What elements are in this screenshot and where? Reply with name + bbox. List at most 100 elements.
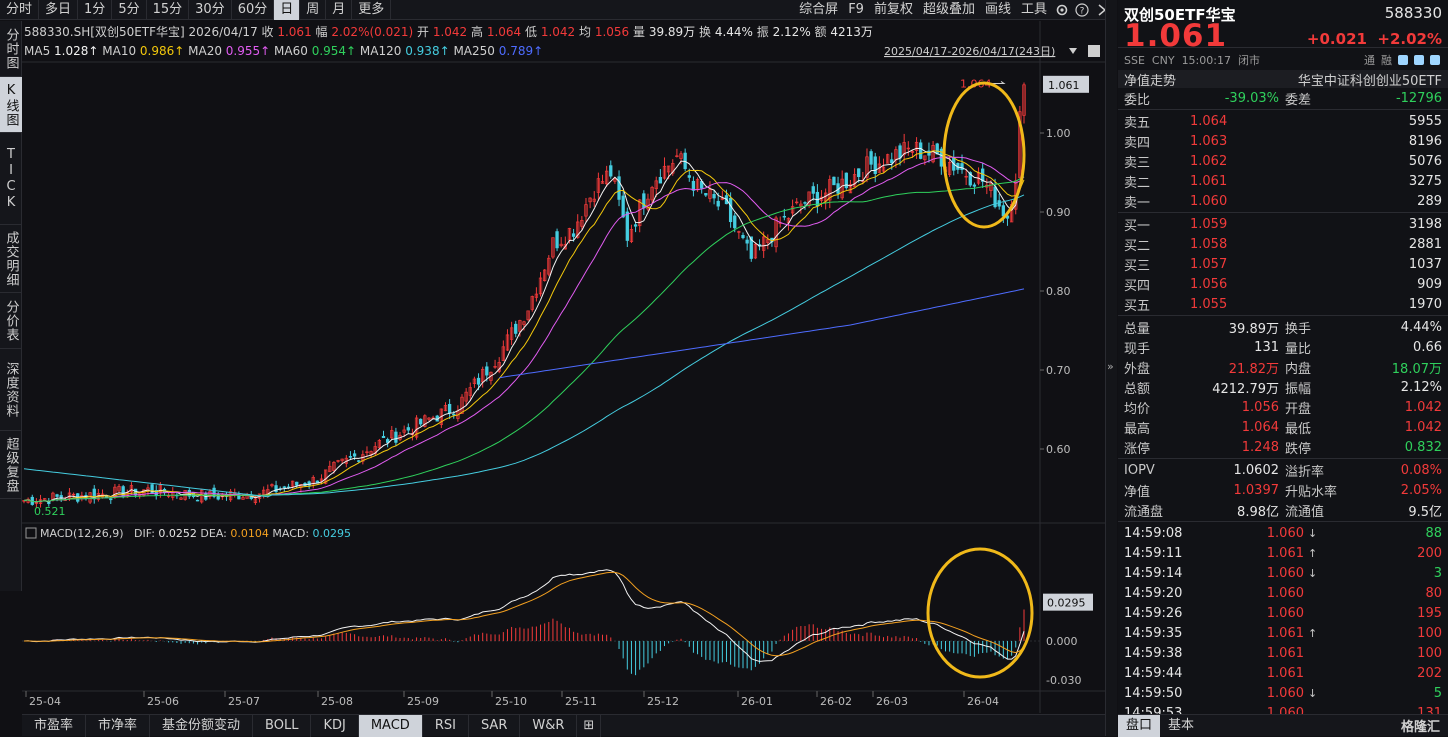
candle-body xyxy=(402,429,406,433)
indicator-tab-1[interactable]: 市净率 xyxy=(86,715,151,737)
wp-icon[interactable] xyxy=(1088,45,1100,57)
range-dropdown-icon[interactable] xyxy=(1069,48,1077,54)
period-tab-7[interactable]: 日 xyxy=(274,0,301,20)
candle-body xyxy=(704,193,708,196)
candle-body xyxy=(852,174,857,188)
plus-icon[interactable] xyxy=(1430,55,1440,65)
toolbar-action-3[interactable]: 超级叠加 xyxy=(922,1,975,17)
indicator-tab-2[interactable]: 基金份额变动 xyxy=(150,715,254,737)
toolbar-action-4[interactable]: 画线 xyxy=(984,1,1011,17)
indicator-tab-4[interactable]: KDJ xyxy=(311,715,359,737)
nav-tab-2[interactable]: TICK xyxy=(0,133,22,225)
xaxis-tick-1: 25-06 xyxy=(147,695,179,708)
bids-row[interactable]: 买三 1.057 1037 xyxy=(1124,256,1442,274)
nav-tab-3[interactable]: 成交明细 xyxy=(0,225,22,293)
date-range-label[interactable]: 2025/04/17-2026/04/17(243日) xyxy=(884,45,1055,58)
period-tab-8[interactable]: 周 xyxy=(300,0,327,20)
candle-body xyxy=(547,257,551,275)
indicator-tab-3[interactable]: BOLL xyxy=(253,715,312,737)
collapse-arrow-icon[interactable]: » xyxy=(1107,360,1114,373)
nav-trend-label[interactable]: 净值走势 xyxy=(1124,73,1177,89)
stats-row: 外盘 21.82万 内盘 18.07万 xyxy=(1124,361,1442,377)
indicator-tab-8[interactable]: W&R xyxy=(520,715,578,737)
nav-tab-4[interactable]: 分价表 xyxy=(0,293,22,349)
period-tab-3[interactable]: 5分 xyxy=(112,0,147,20)
xaxis-tick-10: 26-03 xyxy=(876,695,908,708)
nav-tab-5[interactable]: 深度资料 xyxy=(0,349,22,431)
candle-body xyxy=(766,239,770,243)
candle-body xyxy=(518,320,522,332)
ma-line-3 xyxy=(23,176,1025,503)
candle-body xyxy=(716,200,720,207)
candle-body xyxy=(733,215,737,229)
candle-body xyxy=(526,310,530,321)
macd-settings-icon[interactable] xyxy=(25,527,37,539)
kline-chart-area[interactable]: 588330.SH[双创50ETF华宝] 2026/04/17 收 1.061 … xyxy=(22,21,1112,713)
candle-body xyxy=(390,430,394,439)
bids-row[interactable]: 买二 1.058 2881 xyxy=(1124,236,1442,254)
price-tick-1: 0.90 xyxy=(1046,206,1071,219)
bids-row[interactable]: 买四 1.056 909 xyxy=(1124,276,1442,294)
lock-icon[interactable] xyxy=(1414,55,1424,65)
toolbar-action-2[interactable]: 前复权 xyxy=(873,1,913,17)
gear-icon[interactable] xyxy=(1052,0,1072,20)
add-indicator-icon[interactable]: ⊞ xyxy=(577,715,602,737)
period-tab-10[interactable]: 更多 xyxy=(352,0,392,20)
nav-tab-6[interactable]: 超级复盘 xyxy=(0,431,22,499)
asks-row[interactable]: 卖三 1.062 5076 xyxy=(1124,153,1442,171)
tick-row: 14:59:14 1.060 ↓ 3 xyxy=(1124,565,1442,581)
period-tab-9[interactable]: 月 xyxy=(326,0,353,20)
ma-line-1 xyxy=(23,150,1025,503)
candle-body xyxy=(617,176,621,200)
tick-row: 14:59:44 1.061 202 xyxy=(1124,665,1442,681)
bids-row[interactable]: 买一 1.059 3198 xyxy=(1124,216,1442,234)
panel-tab-1[interactable]: 基本 xyxy=(1168,717,1195,733)
asks-row[interactable]: 卖五 1.064 5955 xyxy=(1124,113,1442,131)
candle-body xyxy=(662,165,667,179)
period-tab-5[interactable]: 30分 xyxy=(189,0,232,20)
indicator-tab-7[interactable]: SAR xyxy=(469,715,521,737)
candle-body xyxy=(968,172,972,186)
ma-value-4: 0.938↑ xyxy=(405,44,449,58)
down-arrow-icon: ↓ xyxy=(1308,566,1318,580)
kline-chart[interactable]: 588330.SH[双创50ETF华宝] 2026/04/17 收 1.061 … xyxy=(22,21,1112,713)
asks-row[interactable]: 卖二 1.061 3275 xyxy=(1124,173,1442,191)
ma-name-1: MA10 xyxy=(98,44,139,58)
indicator-tab-5[interactable]: MACD xyxy=(358,715,423,737)
period-tab-0[interactable]: 分时 xyxy=(0,0,40,20)
candle-body xyxy=(282,486,286,488)
nav-tab-0[interactable]: 分时图 xyxy=(0,21,22,77)
bids-row[interactable]: 买五 1.055 1970 xyxy=(1124,296,1442,314)
toolbar-action-5[interactable]: 工具 xyxy=(1020,1,1047,17)
quote-low_label: 低 xyxy=(521,25,537,39)
indicator-tab-0[interactable]: 市盈率 xyxy=(22,715,87,737)
candle-body xyxy=(666,165,671,173)
panel-tab-0[interactable]: 盘口 xyxy=(1118,714,1161,737)
toolbar-action-1[interactable]: F9 xyxy=(848,1,864,17)
asks-row[interactable]: 卖一 1.060 289 xyxy=(1124,193,1442,211)
price-tick-0: 1.00 xyxy=(1046,127,1071,140)
period-tab-2[interactable]: 1分 xyxy=(78,0,113,20)
period-tab-6[interactable]: 60分 xyxy=(232,0,275,20)
candle-body xyxy=(522,321,526,325)
nav-tab-1[interactable]: K线图 xyxy=(0,77,22,133)
candle-body xyxy=(774,217,778,248)
period-tab-4[interactable]: 15分 xyxy=(147,0,190,20)
indicator-tab-6[interactable]: RSI xyxy=(423,715,469,737)
period-tab-1[interactable]: 多日 xyxy=(39,0,79,20)
candle-body xyxy=(708,189,712,199)
help-icon[interactable]: ? xyxy=(1072,0,1092,20)
asks-row[interactable]: 卖四 1.063 8196 xyxy=(1124,133,1442,151)
quote-vol: 39.89万 xyxy=(645,25,695,39)
candle-body xyxy=(493,366,497,368)
candle-body xyxy=(947,161,952,175)
candle-body xyxy=(629,229,634,242)
nav-trend-row[interactable]: 净值走势 华宝中证科创创业50ETF xyxy=(1118,70,1448,89)
bell-icon[interactable] xyxy=(1398,55,1408,65)
ma-value-5: 0.789↑ xyxy=(499,44,543,58)
panel-splitter[interactable]: » xyxy=(1105,0,1117,736)
candle-body xyxy=(621,195,625,218)
ma-value-0: 1.028↑ xyxy=(54,44,98,58)
quote-amt: 4213万 xyxy=(827,25,873,39)
toolbar-action-0[interactable]: 综合屏 xyxy=(799,1,839,17)
